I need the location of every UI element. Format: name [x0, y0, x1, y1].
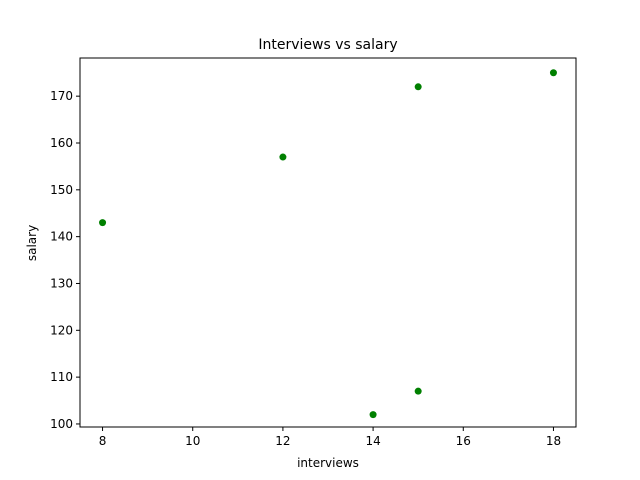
- y-tick-label: 110: [50, 370, 73, 384]
- data-point: [414, 387, 422, 395]
- y-tick-label: 100: [50, 417, 73, 431]
- data-points: [99, 69, 557, 419]
- chart-title: Interviews vs salary: [258, 37, 397, 53]
- y-tick-label: 170: [50, 89, 73, 103]
- x-tick-label: 12: [275, 434, 290, 448]
- x-tick-label: 10: [185, 434, 200, 448]
- x-tick-label: 8: [99, 434, 107, 448]
- x-tick-label: 18: [546, 434, 561, 448]
- x-axis-label: interviews: [297, 456, 359, 470]
- x-tick-label: 16: [456, 434, 471, 448]
- plot-area-frame: [79, 57, 577, 428]
- data-point: [99, 219, 107, 227]
- y-tick-label: 160: [50, 136, 73, 150]
- data-point: [369, 411, 377, 419]
- data-point: [414, 83, 422, 91]
- data-point: [279, 153, 287, 161]
- axis-ticks: 8 10 12 14 16 18 100 110 120 130 140 150 160 170: [50, 89, 561, 448]
- data-point: [549, 69, 557, 77]
- y-tick-label: 120: [50, 323, 73, 337]
- y-tick-label: 140: [50, 230, 73, 244]
- y-tick-label: 150: [50, 183, 73, 197]
- x-tick-label: 14: [365, 434, 380, 448]
- y-tick-label: 130: [50, 276, 73, 290]
- y-axis-label: salary: [25, 225, 39, 261]
